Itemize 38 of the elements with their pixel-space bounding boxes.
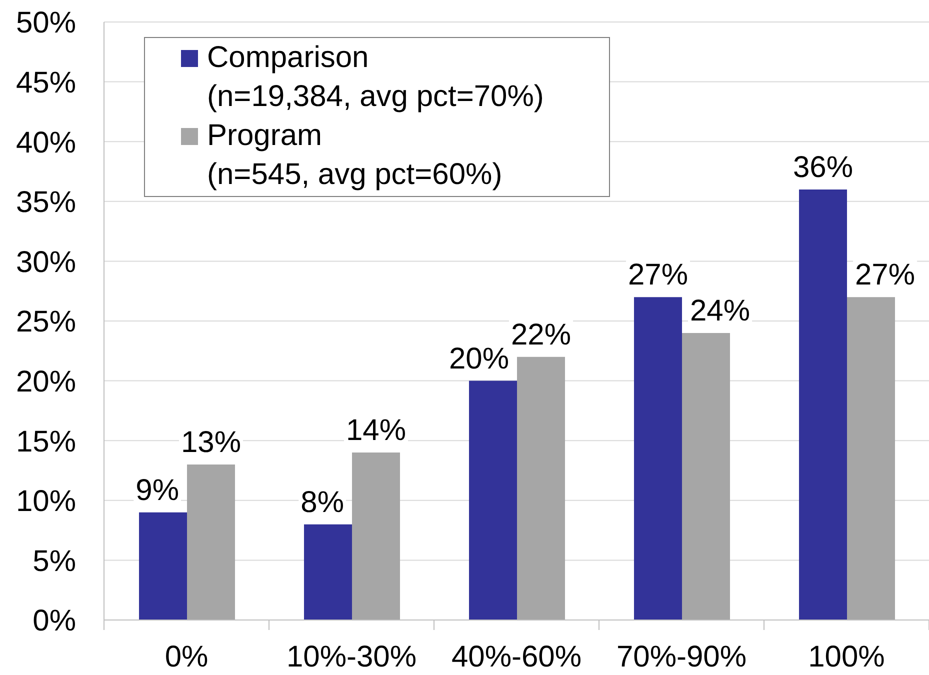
data-label: 13% — [180, 426, 242, 460]
bar — [682, 332, 730, 620]
bar — [304, 524, 352, 620]
y-tick-label: 10% — [16, 485, 76, 518]
data-label: 22% — [510, 318, 572, 352]
bar — [634, 297, 682, 620]
legend-label: Program (n=545, avg pct=60%) — [207, 118, 502, 193]
data-label: 8% — [300, 486, 344, 519]
data-label: 20% — [448, 342, 510, 376]
y-tick-label: 50% — [16, 6, 76, 40]
y-tick-label: 40% — [16, 126, 76, 160]
y-tick-label: 25% — [16, 306, 76, 339]
legend-label: Comparison (n=19,384, avg pct=70%) — [207, 40, 544, 115]
y-tick-label: 35% — [16, 186, 76, 220]
bar — [799, 189, 847, 620]
bar — [847, 297, 895, 620]
y-tick-label: 15% — [16, 425, 76, 458]
y-tick-label: 20% — [16, 365, 76, 398]
data-label: 27% — [854, 258, 916, 292]
y-tick-label: 5% — [32, 544, 76, 578]
y-tick-label: 0% — [32, 604, 76, 638]
bar — [352, 452, 400, 620]
x-tick-label: 0% — [164, 640, 208, 674]
data-label: 36% — [792, 151, 854, 184]
y-tick-label: 30% — [16, 246, 76, 279]
bar — [139, 512, 187, 620]
x-tick-label: 40%-60% — [451, 640, 582, 674]
x-tick-label: 70%-90% — [616, 640, 747, 674]
x-tick-label: 10%-30% — [286, 640, 417, 674]
data-label: 9% — [136, 474, 180, 508]
bar — [469, 380, 517, 620]
bar — [187, 464, 235, 620]
data-label: 24% — [690, 294, 750, 328]
data-label: 14% — [346, 414, 406, 448]
bar — [517, 356, 565, 620]
y-tick-label: 45% — [16, 66, 76, 100]
x-tick-label: 100% — [808, 640, 885, 674]
data-label: 27% — [628, 258, 688, 292]
